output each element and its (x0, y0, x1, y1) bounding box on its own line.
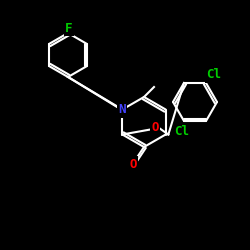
Text: F: F (65, 22, 73, 35)
Text: Cl: Cl (206, 68, 222, 82)
Text: O: O (152, 121, 159, 134)
Text: O: O (129, 158, 137, 170)
Text: N: N (118, 103, 126, 116)
Text: N: N (118, 104, 126, 117)
Text: Cl: Cl (174, 124, 190, 138)
